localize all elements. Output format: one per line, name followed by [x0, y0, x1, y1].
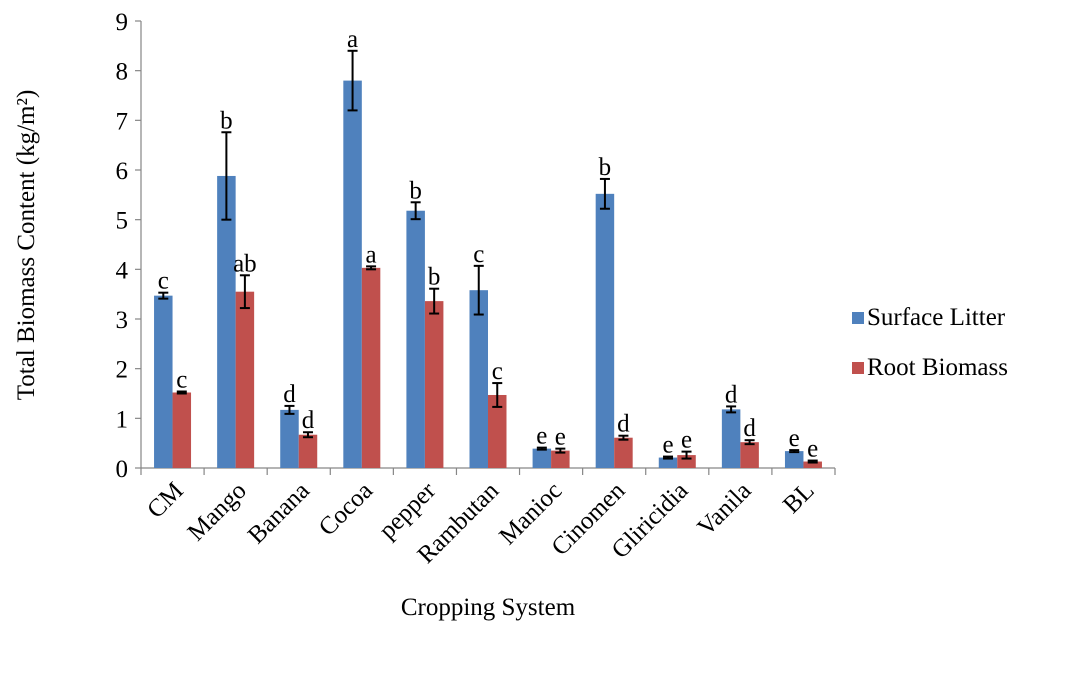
surface-litter-significance-letter: c: [473, 241, 484, 268]
x-tick-label: Cocoa: [314, 477, 378, 541]
surface-litter-bar: [596, 194, 615, 468]
surface-litter-bar: [470, 290, 489, 468]
surface-litter-significance-letter: a: [347, 26, 358, 53]
surface-litter-bar: [533, 449, 552, 468]
x-axis-title: Cropping System: [401, 594, 576, 621]
surface-litter-significance-letter: b: [220, 107, 233, 134]
surface-litter-significance-letter: e: [662, 432, 673, 459]
surface-litter-significance-letter: b: [409, 177, 422, 204]
legend: Surface Litter Root Biomass: [852, 304, 1008, 381]
root-biomass-bar: [299, 435, 318, 468]
legend-label-surface-litter: Surface Litter: [867, 304, 1006, 331]
surface-litter-significance-letter: c: [158, 268, 169, 295]
y-tick-label: 9: [116, 9, 129, 36]
root-biomass-bar: [614, 438, 633, 468]
y-tick-label: 5: [116, 208, 129, 235]
y-tick-label: 3: [116, 307, 129, 334]
y-tick-label: 4: [116, 257, 129, 284]
root-biomass-significance-letter: d: [617, 411, 630, 438]
root-biomass-significance-letter: b: [428, 264, 441, 291]
surface-litter-significance-letter: b: [599, 154, 612, 181]
surface-litter-bar: [406, 211, 425, 468]
y-tick-label: 2: [116, 357, 129, 384]
x-tick-label: Mango: [183, 477, 252, 546]
root-biomass-significance-letter: ab: [233, 250, 257, 277]
root-biomass-significance-letter: a: [366, 241, 377, 268]
y-tick-label: 0: [116, 456, 129, 483]
surface-litter-significance-letter: e: [789, 425, 800, 452]
surface-litter-bar: [722, 409, 741, 468]
root-biomass-bar: [362, 268, 381, 468]
x-tick-label: Vanila: [692, 477, 756, 541]
surface-litter-significance-letter: d: [725, 381, 738, 408]
root-biomass-bar: [173, 393, 192, 468]
y-axis-title: Total Biomass Content (kg/m²): [13, 90, 40, 401]
x-tick-label: BL: [778, 477, 820, 519]
surface-litter-bar: [280, 410, 299, 468]
root-biomass-significance-letter: d: [302, 407, 315, 434]
root-biomass-significance-letter: e: [555, 424, 566, 451]
surface-litter-significance-letter: d: [283, 381, 296, 408]
legend-label-root-biomass: Root Biomass: [867, 354, 1008, 381]
root-biomass-significance-letter: e: [807, 436, 818, 463]
root-biomass-significance-letter: d: [743, 415, 756, 442]
root-biomass-significance-letter: e: [681, 427, 692, 454]
legend-swatch-surface-litter: [852, 312, 864, 324]
y-tick-label: 8: [116, 59, 129, 86]
y-tick-label: 7: [116, 108, 129, 135]
root-biomass-bar: [425, 301, 444, 468]
legend-swatch-root-biomass: [852, 362, 864, 374]
x-tick-label: CM: [142, 477, 189, 524]
surface-litter-bar: [154, 296, 173, 468]
root-biomass-bar: [236, 292, 255, 468]
root-biomass-significance-letter: c: [492, 358, 503, 385]
root-biomass-bar: [740, 442, 759, 468]
surface-litter-significance-letter: e: [536, 423, 547, 450]
x-tick-label: Banana: [243, 477, 315, 549]
y-tick-label: 1: [116, 406, 129, 433]
surface-litter-bar: [785, 451, 804, 468]
surface-litter-bar: [343, 81, 362, 468]
root-biomass-significance-letter: c: [176, 367, 187, 394]
y-tick-label: 6: [116, 158, 129, 185]
